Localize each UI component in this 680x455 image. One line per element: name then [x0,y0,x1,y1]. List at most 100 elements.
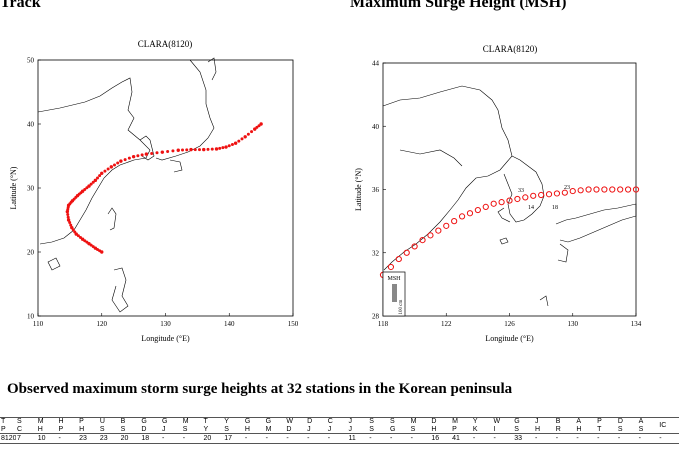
msh-point [411,243,418,250]
station-code-letter: T [203,418,208,426]
station-code-letter: P [597,418,602,426]
msh-point [593,186,600,193]
track-point [87,184,91,188]
station-code-letter: J [348,418,353,426]
track-point [131,154,136,159]
station-code-letter: J [327,425,332,433]
station-code-letter: W [493,418,501,426]
station-code-letter: D [286,425,292,433]
station-code-letter: P [58,425,64,433]
msh-label-23: 23 [564,185,570,191]
track-interp-point [171,149,175,153]
msh-label-14: 14 [528,205,534,211]
station-code-letter: M [265,425,272,433]
track-point [233,141,238,145]
track-interp-point [66,215,70,219]
msh-section-title: Maximum Surge Height (MSH) [350,0,567,11]
track-point [119,159,123,163]
surge-value-cell: - [388,433,410,444]
station-code-letter: Y [472,418,478,426]
station-code-letter: J [348,425,353,433]
station-code-letter: H [37,425,43,433]
station-code-letter: D [617,418,623,426]
station-code-letter: D [307,418,313,426]
msh-point [632,186,640,193]
station-code-letter: S [182,425,188,433]
msh-point [585,186,592,193]
station-code-letter: B [120,418,126,426]
msh-scale-bar [392,284,397,302]
msh-ytick-label: 44 [372,60,380,68]
track-interp-point [218,146,222,150]
station-code-letter: S [369,425,374,433]
track-interp-point [91,180,95,184]
surge-value-cell: - [596,433,617,444]
station-code-letter: C [17,425,23,433]
surge-value-cell: 20 [202,433,224,444]
msh-point [482,203,489,210]
msh-ytick-label: 40 [372,123,380,131]
track-interp-point [113,163,116,167]
surge-value-cell: - [326,433,348,444]
msh-point [624,186,632,193]
station-code-letter: G [265,418,272,426]
station-code-letter: S [369,418,374,426]
station-code-letter: I [493,425,496,433]
surge-value-cell: - [658,433,679,444]
surge-value-cell: - [161,433,182,444]
msh-map: CLARA(8120) 118 122 126 130 134 28 32 36 40 44 Lon… [354,44,642,343]
station-code-letter: S [224,425,229,433]
msh-point [458,213,466,220]
track-interp-point [166,150,170,154]
track-ytick-label: 30 [27,185,35,193]
track-point [214,147,219,151]
track-point [253,127,257,131]
msh-point [490,200,497,207]
station-code-letter: R [555,425,561,433]
station-code-letter: J [534,418,539,426]
track-point [100,171,104,175]
station-code-letter: J [307,425,311,433]
msh-plot-frame [382,62,637,317]
track-xtick-label: 110 [33,320,44,328]
track-point [109,165,114,169]
track-interp-point [83,187,87,191]
station-code-letter: J [162,425,166,433]
track-interp-point [68,221,72,225]
track-map: CLARA(8120) 110 120 130 140 150 10 20 30 40 50 Lon… [9,39,299,343]
track-section-title: Track [0,0,41,11]
track-interp-point [237,139,241,143]
track-interp-point [240,137,244,141]
table-values-row: 8120 7 10-23 23 20 18- -20 17- - - - -11- - -16 41- -33… [0,433,679,444]
surge-value-cell: 16 [430,433,452,444]
track-ytick-label: 10 [27,313,35,321]
track-interp-point [106,167,110,171]
track-interp-point [136,154,140,158]
station-code-letter: H [244,425,250,433]
station-code-letter: Y [203,425,209,433]
track-interp-point [198,148,201,152]
station-code-letter: G [244,418,251,426]
station-code-letter: M [410,418,417,426]
track-point [243,135,247,139]
msh-point [506,197,513,204]
surge-value-cell: - [368,433,389,444]
station-code-letter: P [1,425,6,433]
surge-value-cell: 8120 [0,433,16,444]
